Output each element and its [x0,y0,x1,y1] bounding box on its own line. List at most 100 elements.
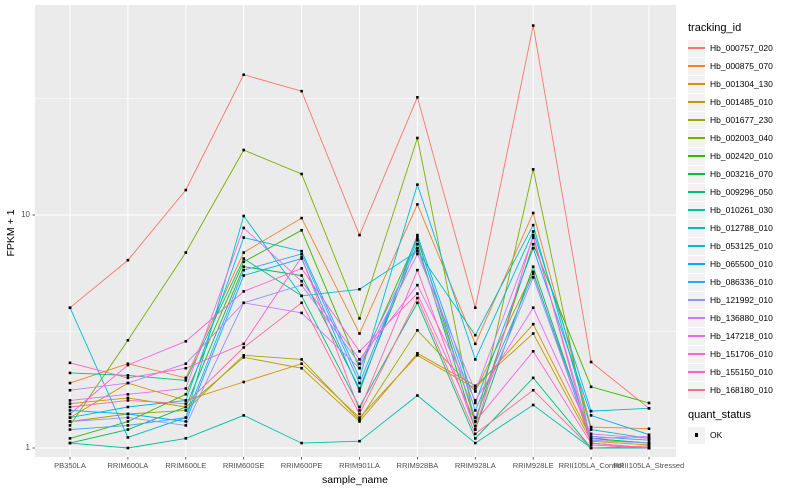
data-point [416,238,419,242]
data-point [416,351,419,355]
x-tick-label: RRIM600LA [107,461,149,470]
legend-key-swatch [688,219,705,237]
legend-entry-label: Hb_001485_010 [710,97,773,107]
data-point [647,401,651,405]
legend-entry-label: Hb_000757_020 [710,43,773,53]
data-point [300,311,303,315]
legend-line-icon [688,335,705,337]
x-tick-label: RRIM600LE [165,461,207,470]
data-point [184,362,188,366]
data-point [300,362,303,366]
legend-line-icon [688,281,705,283]
data-point [126,393,130,396]
legend-entry: Hb_001485_010 [688,93,800,111]
data-point [531,223,535,227]
legend-entry-label: Hb_001304_130 [710,79,773,89]
data-point [126,405,130,409]
data-point [416,246,419,250]
legend-line-icon [688,65,705,67]
legend-key-swatch [688,111,705,129]
data-point [242,73,245,77]
legend-entry-label: Hb_009296_050 [710,187,773,197]
legend-entry: Hb_168180_010 [688,381,800,399]
data-point [531,242,535,246]
legend-entry: Hb_012788_010 [688,219,800,237]
data-point [474,424,477,428]
legend-key-swatch [688,75,705,93]
data-point [242,301,245,305]
data-point [589,385,593,389]
data-point [589,414,593,417]
data-point [126,362,130,366]
legend-line-icon [688,209,705,211]
legend-entry-label: Hb_053125_010 [710,241,773,251]
data-point [300,366,303,370]
legend-entry: Hb_002420_010 [688,147,800,165]
legend-entry-label: Hb_012788_010 [710,223,773,233]
x-tick-label: RRIM928LE [512,461,554,470]
data-point [68,388,72,392]
data-point [474,409,477,412]
legend-entry: Hb_147218_010 [688,327,800,345]
legend-entry: Hb_002003_040 [688,129,800,147]
data-point [242,148,245,152]
legend-line-icon [688,245,705,247]
data-point [300,228,303,232]
legend-entry-label: Hb_002003_040 [710,133,773,143]
data-point [416,301,419,305]
data-point [647,437,651,440]
legend-key-swatch [688,363,705,381]
data-point [68,306,72,310]
data-point [531,246,535,250]
data-point [531,168,535,171]
legend-key-swatch [688,39,705,57]
data-point [358,405,361,409]
x-tick-label: PB350LA [54,461,86,470]
data-point [358,332,361,335]
data-point [531,265,535,268]
legend-quant-status-block: quant_status OK [688,409,800,444]
data-point [416,329,419,332]
data-point [474,387,477,390]
legend: tracking_id Hb_000757_020 Hb_000875_070 Hb… [688,22,800,444]
x-tick-label: RRIM928BA [396,461,439,470]
legend-key-swatch [688,345,705,363]
legend-line-icon [688,317,705,319]
data-point [416,268,419,272]
legend-entry-label: Hb_003216_070 [710,169,773,179]
data-point [242,260,245,264]
data-point [126,446,130,450]
legend-entry: Hb_003216_070 [688,165,800,183]
data-point [242,380,245,384]
legend-entry-label: Hb_001677_230 [710,115,773,125]
x-tick-label: RRII105LA_Control [558,461,624,470]
data-point [126,338,130,342]
x-tick-label: RRIM600SE [222,461,265,470]
legend-entry: Hb_009296_050 [688,183,800,201]
data-point [184,416,188,419]
data-point [184,387,188,390]
data-point [531,24,535,27]
legend-line-icon [688,191,705,193]
data-point [416,292,419,295]
data-point [126,258,130,262]
data-point [531,276,535,279]
legend-key-swatch [688,309,705,327]
data-point [358,409,361,412]
legend-key-swatch [688,129,705,147]
data-point [358,358,361,361]
data-point [531,236,535,239]
data-point [68,399,72,402]
legend-entry: Hb_053125_010 [688,237,800,255]
legend-quant-entries: OK [688,426,800,444]
legend-entry: Hb_000757_020 [688,39,800,57]
y-axis-tick-labels: 1 10 [0,0,30,500]
data-point [416,249,419,253]
data-point [184,420,188,423]
data-point [300,257,303,260]
legend-line-icon [688,227,705,229]
data-point [184,188,188,192]
legend-entry: Hb_010261_030 [688,201,800,219]
legend-key-swatch [688,201,705,219]
